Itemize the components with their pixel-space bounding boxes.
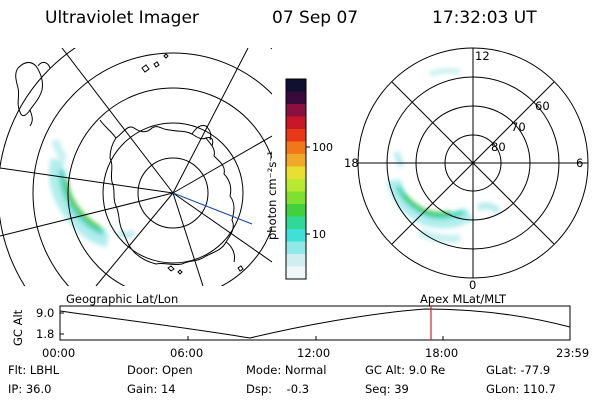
geo-islands: [141, 53, 244, 275]
satellite-view-line: [172, 192, 253, 225]
colorbar: 100 10 photon cm⁻²s⁻¹: [265, 78, 333, 280]
colorbar-cell: [286, 79, 306, 92]
colorbar-cell: [286, 266, 306, 280]
colorbar-tick-100: 100: [312, 141, 333, 154]
app-title: Ultraviolet Imager: [45, 8, 199, 28]
status-filter: Flt: LBHL: [8, 363, 60, 377]
colorbar-cell: [286, 154, 306, 167]
mlt-label-12: 12: [475, 49, 490, 63]
lat-label-70: 70: [511, 120, 526, 134]
south-america-coastline: [15, 61, 51, 127]
alt-xtick-0000: 00:00: [42, 346, 75, 360]
colorbar-cell: [286, 254, 306, 267]
date-label: 07 Sep 07: [272, 8, 359, 28]
colorbar-unit-label: photon cm⁻²s⁻¹: [265, 151, 279, 240]
status-glat: GLat: -77.9: [486, 363, 551, 377]
status-gc-alt: GC Alt: 9.0 Re: [365, 363, 446, 377]
colorbar-cell: [286, 104, 306, 117]
colorbar-cell: [286, 116, 306, 130]
alt-xtick-1800: 18:00: [425, 346, 458, 360]
alt-xtick-2359: 23:59: [556, 346, 589, 360]
alt-xtick-0600: 06:00: [170, 346, 203, 360]
colorbar-cell: [286, 141, 306, 155]
colorbar-cell: [286, 191, 306, 205]
colorbar-cell: [286, 204, 306, 217]
colorbar-cell: [286, 129, 306, 142]
colorbar-cell: [286, 229, 306, 242]
alt-ylabel: GC Alt: [11, 309, 25, 346]
polar-aurora-oval: [387, 68, 501, 243]
antarctica-coastline: [99, 119, 235, 266]
altitude-strip: 9.0 1.8 GC Alt 00:00 06:00 12:00 18:00 2…: [11, 305, 589, 360]
colorbar-tick-10: 10: [312, 228, 326, 241]
status-mode: Mode: Normal: [246, 363, 327, 377]
status-door: Door: Open: [127, 363, 193, 377]
status-glon: GLon: 110.7: [486, 382, 556, 396]
geographic-map: [0, 48, 272, 286]
colorbar-gradient: [286, 79, 306, 280]
colorbar-cell: [286, 179, 306, 192]
geo-meridians: [0, 48, 272, 286]
lat-label-80: 80: [491, 140, 506, 154]
status-seq: Seq: 39: [365, 382, 409, 396]
altitude-curve: [59, 308, 571, 339]
alt-xtick-1200: 12:00: [297, 346, 330, 360]
colorbar-cell: [286, 216, 306, 230]
polar-plot: 12 18 6 0 60 70 80: [344, 47, 589, 292]
status-dsp: Dsp: -0.3: [246, 382, 310, 396]
status-ip: IP: 36.0: [8, 382, 52, 396]
geo-lat-circles: [0, 48, 272, 286]
polar-mlt-lines: [358, 48, 588, 278]
colorbar-cell: [286, 241, 306, 255]
alt-ytick-low: 1.8: [36, 327, 54, 341]
mlt-label-0: 0: [469, 278, 476, 292]
alt-ytick-high: 9.0: [36, 306, 54, 320]
geo-aurora-oval: [48, 138, 137, 247]
colorbar-cell: [286, 91, 306, 105]
lat-label-60: 60: [535, 99, 550, 113]
time-label: 17:32:03 UT: [432, 8, 537, 28]
polar-caption: Apex MLat/MLT: [420, 292, 507, 306]
mlt-label-6: 6: [576, 156, 583, 170]
colorbar-cell: [286, 166, 306, 180]
mlt-label-18: 18: [344, 156, 359, 170]
geo-caption: Geographic Lat/Lon: [66, 292, 178, 306]
status-gain: Gain: 14: [127, 382, 176, 396]
